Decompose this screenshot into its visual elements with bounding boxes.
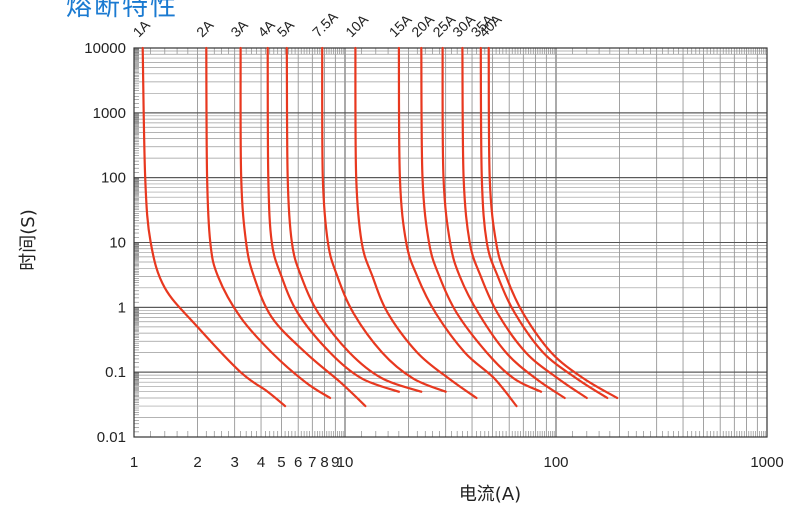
- curve-3A: [239, 46, 367, 408]
- curve-30A: [461, 46, 588, 400]
- curve-label-10A: 10A: [342, 11, 371, 40]
- curve-20A: [420, 46, 543, 393]
- y-tick-label: 0.01: [97, 429, 126, 446]
- y-tick-label: 0.1: [105, 364, 126, 381]
- curve-10A: [354, 46, 478, 400]
- curve-35A: [479, 46, 609, 400]
- y-tick-label: 1000: [93, 105, 126, 122]
- x-tick-label: 2: [193, 454, 201, 471]
- x-tick-label: 4: [257, 454, 265, 471]
- x-tick-label: 9: [331, 454, 339, 471]
- curve-2A: [205, 46, 332, 400]
- x-tick-label: 5: [277, 454, 285, 471]
- curve-15A: [397, 46, 518, 408]
- x-tick-label: 10: [337, 454, 354, 471]
- y-tick-label: 10: [109, 235, 126, 252]
- x-tick-label: 8: [320, 454, 328, 471]
- y-tick-label: 100: [101, 170, 126, 187]
- x-tick-labels: 1 2 3 4 5 6 7 8 910 100 1000: [130, 454, 784, 471]
- curve-label-2A: 2A: [193, 16, 217, 40]
- x-tick-label: 1: [130, 454, 138, 471]
- y-tick-label: 1: [118, 299, 126, 316]
- plot-frame: [133, 47, 768, 438]
- curve-1A: [141, 46, 287, 408]
- curve-label-3A: 3A: [227, 16, 251, 40]
- curve-40A: [487, 46, 619, 400]
- curve-label-1A: 1A: [130, 16, 154, 40]
- curve-label-7_5A: 7.5A: [309, 8, 341, 40]
- curve-7_5A: [321, 46, 447, 393]
- x-tick-label: 1000: [750, 454, 783, 471]
- x-tick-label: 3: [231, 454, 239, 471]
- curve-label-5A: 5A: [274, 16, 298, 40]
- curve-5A: [285, 46, 423, 393]
- x-axis-title: 电流(A): [459, 484, 521, 505]
- x-tick-label: 7: [308, 454, 316, 471]
- curve-25A: [441, 46, 566, 400]
- x-tick-label: 100: [543, 454, 568, 471]
- curve-4A: [266, 46, 400, 393]
- curve-group: [141, 46, 619, 408]
- x-tick-label: 6: [294, 454, 302, 471]
- y-tick-label: 10000: [84, 40, 126, 57]
- y-tick-labels: 0.01 0.1 1 10 100 1000 10000: [84, 40, 126, 446]
- plot-border: [133, 47, 768, 438]
- y-axis-title: 时间(S): [18, 209, 39, 270]
- page-title: 熔断特性: [66, 0, 179, 22]
